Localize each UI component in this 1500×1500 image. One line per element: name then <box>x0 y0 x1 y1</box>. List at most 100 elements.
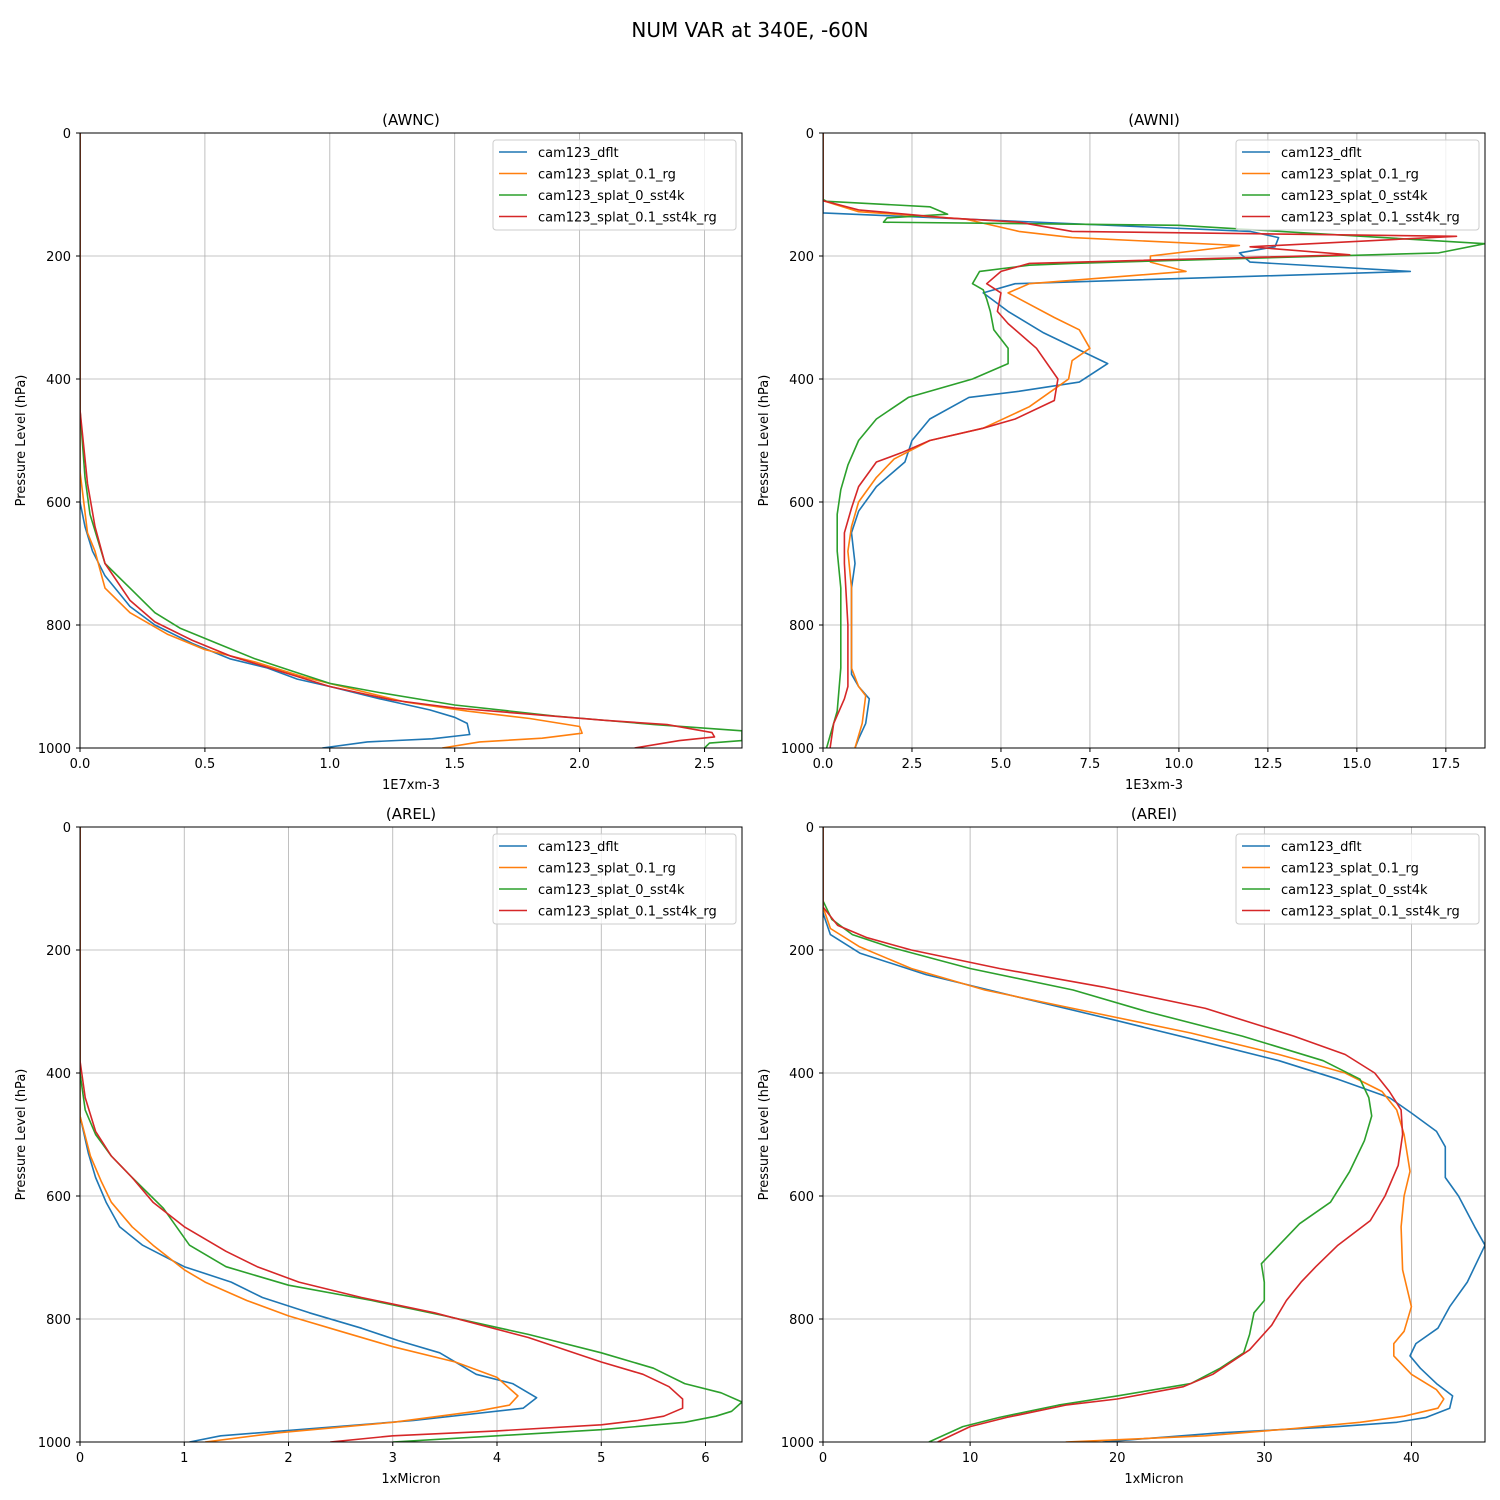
x-tick-label: 2 <box>284 1451 292 1466</box>
y-tick-label: 200 <box>46 250 71 265</box>
axes-frame <box>822 826 1486 1443</box>
series-group <box>823 827 1485 1442</box>
panel-title: (AWNI) <box>1128 111 1180 129</box>
series-group <box>823 133 1485 748</box>
y-tick-label: 600 <box>789 496 814 511</box>
y-tick-label: 0 <box>806 821 814 836</box>
legend-box <box>1235 833 1480 925</box>
x-tick-label: 1.0 <box>319 757 340 772</box>
x-tick-label: 12.5 <box>1253 757 1282 772</box>
x-axis-label: 1E3xm-3 <box>1125 778 1183 793</box>
legend-label: cam123_splat_0.1_sst4k_rg <box>538 211 717 226</box>
x-tick-label: 0.0 <box>813 757 834 772</box>
series-line-cam123-splat-0-1-sst4k-rg <box>80 827 684 1442</box>
series-line-cam123-dflt <box>80 827 538 1442</box>
legend-label: cam123_splat_0.1_sst4k_rg <box>1281 905 1460 920</box>
panel-arei: 0 10 20 30 4002004006008001000(AREI)1xMicron… <box>757 805 1486 1487</box>
x-tick-label: 10 <box>962 1451 979 1466</box>
legend-box <box>1235 139 1480 231</box>
x-tick-label: 2.5 <box>902 757 923 772</box>
x-tick-label: 10.0 <box>1164 757 1193 772</box>
series-line-cam123-splat-0-sst4k <box>80 133 742 748</box>
y-tick-label: 200 <box>789 944 814 959</box>
legend-label: cam123_dflt <box>1281 840 1362 855</box>
x-tick-label: 2.5 <box>694 757 715 772</box>
x-axis-label: 1xMicron <box>1124 1472 1183 1487</box>
y-tick-label: 0 <box>806 127 814 142</box>
y-axis-label: Pressure Level (hPa) <box>14 375 29 507</box>
legend-label: cam123_dflt <box>1281 146 1362 161</box>
y-tick-label: 200 <box>46 944 71 959</box>
panel-title: (AWNC) <box>382 111 440 129</box>
x-tick-label: 5.0 <box>991 757 1012 772</box>
x-tick-label: 3 <box>389 1451 397 1466</box>
legend-label: cam123_splat_0.1_rg <box>538 862 676 877</box>
legend-box <box>492 139 737 231</box>
y-tick-label: 800 <box>789 1313 814 1328</box>
x-axis-label: 1xMicron <box>381 1472 440 1487</box>
series-line-cam123-splat-0-1-rg <box>823 827 1445 1442</box>
y-tick-label: 1000 <box>38 1436 71 1451</box>
y-tick-label: 200 <box>789 250 814 265</box>
legend: cam123_dflt cam123_splat_0.1_rg cam123_spl… <box>1235 833 1480 925</box>
x-tick-label: 0.0 <box>70 757 91 772</box>
y-tick-label: 800 <box>789 619 814 634</box>
legend-label: cam123_splat_0_sst4k <box>538 883 685 898</box>
x-tick-label: 6 <box>701 1451 709 1466</box>
y-axis-label: Pressure Level (hPa) <box>757 1069 772 1201</box>
legend-label: cam123_dflt <box>538 146 619 161</box>
x-tick-label: 5 <box>597 1451 605 1466</box>
y-tick-label: 1000 <box>781 1436 814 1451</box>
x-tick-label: 4 <box>493 1451 501 1466</box>
x-tick-label: 1.5 <box>444 757 465 772</box>
legend-box <box>492 833 737 925</box>
panel-arel: 0 1 2 3 4 5 6 0 200 400 600 800 1000 (AREL) 1xMicron Pr… <box>14 805 743 1487</box>
x-tick-label: 0 <box>819 1451 827 1466</box>
x-tick-label: 0 <box>76 1451 84 1466</box>
legend-label: cam123_splat_0.1_rg <box>538 168 676 183</box>
x-tick-label: 20 <box>1109 1451 1126 1466</box>
series-group <box>80 827 742 1442</box>
legend: cam123_dflt cam123_splat_0.1_rg cam123_spl… <box>492 833 737 925</box>
series-line-cam123-splat-0-1-sst4k-rg <box>823 133 1458 748</box>
panel-awni: 0.0 2.5 5.0 7.5 10.0 12.5 15.0 17.5 0 200 400 600 80… <box>757 111 1486 793</box>
x-tick-label: 0.5 <box>195 757 216 772</box>
x-tick-label: 2.0 <box>569 757 590 772</box>
y-tick-label: 1000 <box>38 742 71 757</box>
legend-label: cam123_splat_0_sst4k <box>1281 189 1428 204</box>
legend: cam123_dflt cam123_splat_0.1_rg cam123_spl… <box>1235 139 1480 231</box>
y-tick-label: 400 <box>789 1067 814 1082</box>
legend-label: cam123_splat_0_sst4k <box>1281 883 1428 898</box>
y-tick-label: 400 <box>46 373 71 388</box>
legend-label: cam123_splat_0_sst4k <box>538 189 685 204</box>
y-tick-label: 400 <box>789 373 814 388</box>
y-tick-label: 800 <box>46 1313 71 1328</box>
x-tick-label: 40 <box>1403 1451 1420 1466</box>
legend-label: cam123_splat_0.1_sst4k_rg <box>538 905 717 920</box>
legend-label: cam123_dflt <box>538 840 619 855</box>
y-tick-label: 600 <box>789 1190 814 1205</box>
y-axis-label: Pressure Level (hPa) <box>14 1069 29 1201</box>
x-tick-label: 1 <box>180 1451 188 1466</box>
series-line-cam123-dflt <box>823 133 1412 748</box>
series-line-cam123-splat-0-1-sst4k-rg <box>823 827 1404 1442</box>
y-tick-label: 1000 <box>781 742 814 757</box>
x-tick-label: 15.0 <box>1342 757 1371 772</box>
axes-frame <box>822 132 1486 749</box>
panel-awnc: 0.0 0.5 1.0 1.5 2.0 2.5 0 200 400 600 800 1000 (AWNC… <box>14 111 743 793</box>
y-tick-label: 0 <box>63 821 71 836</box>
series-line-cam123-splat-0-1-sst4k-rg <box>80 133 716 748</box>
series-line-cam123-splat-0-sst4k <box>823 133 1485 748</box>
series-group <box>80 133 742 748</box>
y-tick-label: 600 <box>46 496 71 511</box>
figure-suptitle: NUM VAR at 340E, -60N <box>631 18 868 42</box>
panel-title: (AREI) <box>1131 805 1177 823</box>
y-tick-label: 600 <box>46 1190 71 1205</box>
axes-frame <box>79 132 743 749</box>
legend-label: cam123_splat_0.1_sst4k_rg <box>1281 211 1460 226</box>
legend-label: cam123_splat_0.1_rg <box>1281 168 1419 183</box>
y-axis-label: Pressure Level (hPa) <box>757 375 772 507</box>
x-tick-label: 30 <box>1256 1451 1273 1466</box>
